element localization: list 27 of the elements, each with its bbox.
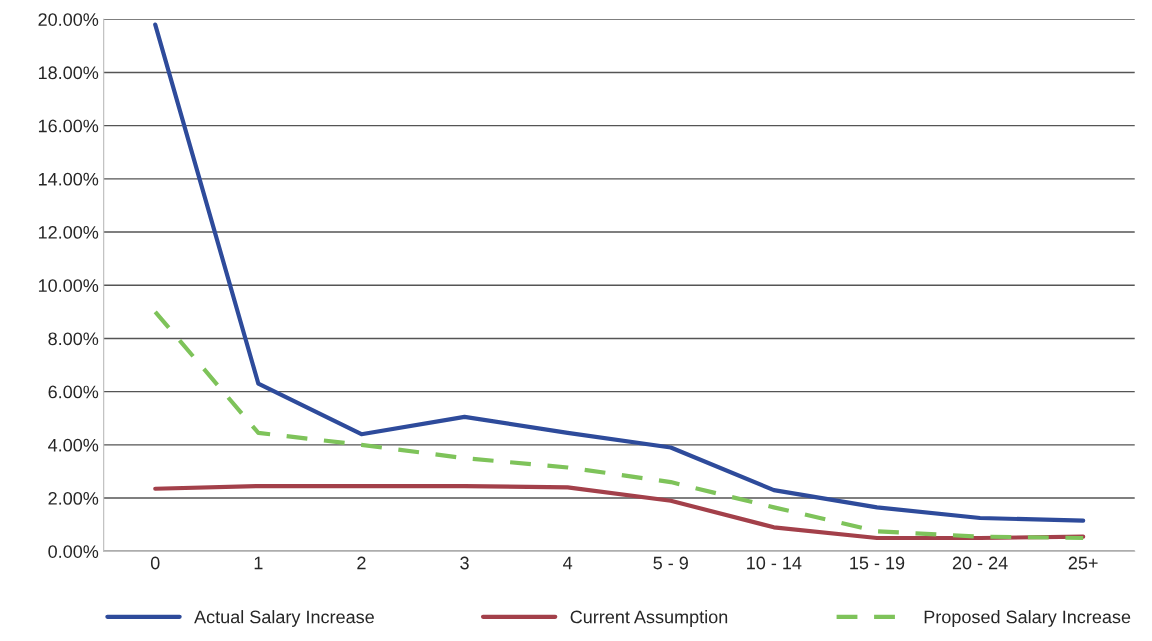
x-tick-label: 1 [254,556,263,570]
y-tick-label: 12.00% [38,225,99,239]
x-tick-label: 10 - 14 [747,556,802,570]
x-tick-label: 5 - 9 [653,556,688,570]
legend-label: Actual Salary Increase [194,610,374,627]
line-series [153,484,1086,541]
y-tick-label: 6.00% [48,385,99,399]
y-tick-label: 2.00% [48,491,99,505]
y-tick-label: 0.00% [48,545,99,558]
x-tick-label: 4 [563,556,573,570]
x-tick-label: 3 [460,556,469,570]
legend-label: Current Assumption [570,610,728,627]
y-tick-label: 4.00% [48,438,99,452]
legend-label: Proposed Salary Increase [924,610,1131,627]
y-tick-label: 16.00% [38,119,99,133]
y-tick-label: 10.00% [38,279,99,292]
y-tick-label: 18.00% [38,66,99,80]
x-tick-label: 2 [357,556,366,570]
x-tick-label: 15 - 19 [850,556,905,570]
y-tick-label: 20.00% [38,13,99,26]
x-tick-label: 20 - 24 [952,556,1008,570]
line-series [153,22,1086,523]
line-series [153,309,1086,541]
y-tick-label: 14.00% [38,172,99,186]
y-tick-label: 8.00% [48,332,99,346]
x-tick-label: 25+ [1068,556,1098,570]
x-tick-label: 0 [150,556,160,570]
